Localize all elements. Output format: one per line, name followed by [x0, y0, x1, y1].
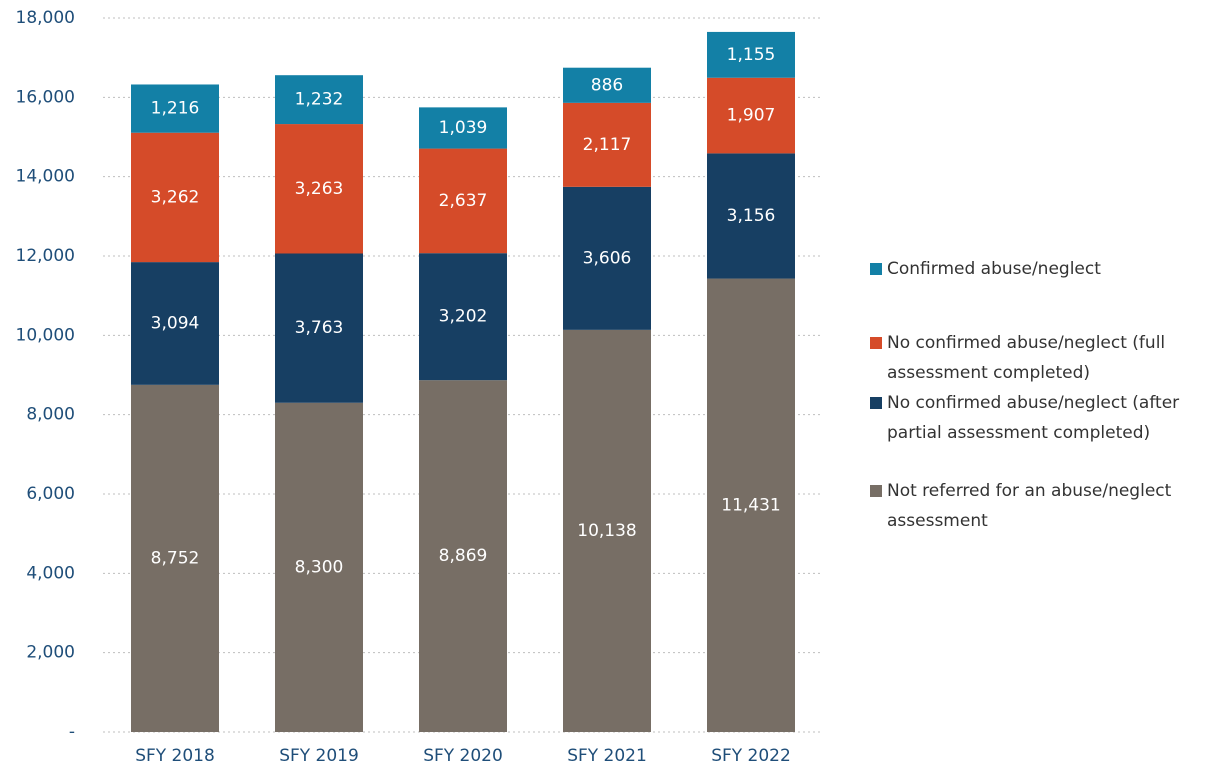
- y-tick-label: 8,000: [26, 405, 75, 425]
- y-tick-label: 12,000: [16, 246, 75, 266]
- data-label: 1,216: [151, 99, 200, 119]
- legend-label: No confirmed abuse/neglect (after partia…: [887, 393, 1180, 443]
- data-label: 8,300: [295, 557, 344, 577]
- y-tick-label: 10,000: [16, 325, 75, 345]
- y-tick-label: 14,000: [16, 167, 75, 187]
- data-label: 3,606: [583, 248, 632, 268]
- x-tick-label: SFY 2020: [423, 746, 503, 766]
- bar-segment: [563, 67, 651, 103]
- data-label: 3,262: [151, 187, 200, 207]
- legend-entry: Confirmed abuse/neglect: [870, 254, 1230, 284]
- data-label: 2,637: [439, 191, 488, 211]
- bar-segment: [275, 75, 363, 125]
- data-label: 1,039: [439, 118, 488, 138]
- y-tick-label: 16,000: [16, 87, 75, 107]
- data-label: 10,138: [577, 521, 636, 541]
- x-tick-label: SFY 2022: [711, 746, 791, 766]
- bar-segment: [275, 124, 363, 254]
- legend-entry: No confirmed abuse/neglect (after partia…: [870, 388, 1230, 448]
- legend-label: Not referred for an abuse/neglect assess…: [887, 481, 1172, 531]
- legend-entry: Not referred for an abuse/neglect assess…: [870, 476, 1230, 536]
- data-label: 1,907: [727, 106, 776, 126]
- legend-entry: No confirmed abuse/neglect (full assessm…: [870, 328, 1230, 388]
- data-label: 1,232: [295, 90, 344, 110]
- bar-segment: [419, 253, 507, 381]
- bar-segment: [563, 186, 651, 330]
- x-tick-label: SFY 2021: [567, 746, 647, 766]
- y-tick-label: 6,000: [26, 484, 75, 504]
- y-tick-label: 2,000: [26, 643, 75, 663]
- data-label: 8,752: [151, 548, 200, 568]
- y-tick-label: 4,000: [26, 563, 75, 583]
- data-label: 3,094: [151, 313, 200, 333]
- bar-segment: [419, 380, 507, 732]
- legend-swatch: [870, 397, 882, 409]
- bar-segment: [131, 262, 219, 385]
- data-label: 11,431: [721, 495, 780, 515]
- y-tick-label: -: [69, 722, 75, 742]
- bar-segment: [275, 253, 363, 403]
- bar-segment: [563, 329, 651, 732]
- bar-segment: [419, 148, 507, 254]
- bar-segment: [707, 77, 795, 154]
- data-label: 886: [591, 75, 623, 95]
- data-label: 3,763: [295, 318, 344, 338]
- data-label: 2,117: [583, 135, 632, 155]
- bar-segment: [707, 153, 795, 279]
- legend-swatch: [870, 485, 882, 497]
- data-label: 3,156: [727, 206, 776, 226]
- bar-segment: [707, 31, 795, 78]
- legend-label: Confirmed abuse/neglect: [887, 259, 1101, 279]
- data-label: 8,869: [439, 546, 488, 566]
- bar-segment: [131, 132, 219, 263]
- bar-segment: [707, 278, 795, 732]
- bar-segment: [563, 102, 651, 187]
- x-tick-label: SFY 2018: [135, 746, 215, 766]
- x-tick-label: SFY 2019: [279, 746, 359, 766]
- data-label: 1,155: [727, 45, 776, 65]
- data-label: 3,263: [295, 179, 344, 199]
- y-tick-label: 18,000: [16, 8, 75, 28]
- legend-swatch: [870, 263, 882, 275]
- legend-swatch: [870, 337, 882, 349]
- data-label: 3,202: [439, 307, 488, 327]
- legend-label: No confirmed abuse/neglect (full assessm…: [887, 333, 1166, 383]
- bar-segment: [275, 402, 363, 732]
- bar-segment: [131, 84, 219, 133]
- bar-segment: [131, 384, 219, 732]
- bar-segment: [419, 107, 507, 149]
